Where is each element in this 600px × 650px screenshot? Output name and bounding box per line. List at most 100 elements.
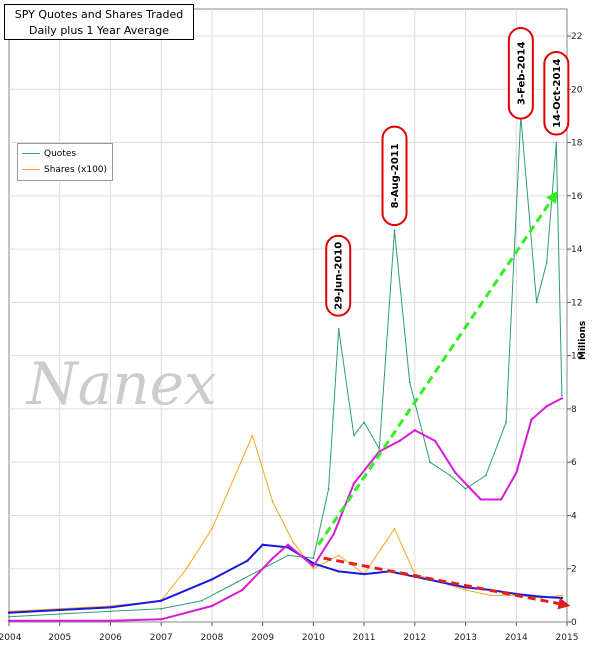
series-point [312, 557, 315, 559]
series-point [7, 611, 11, 614]
series-point [312, 567, 315, 570]
series-point [535, 301, 538, 304]
series-point [236, 581, 239, 583]
series-point [464, 589, 467, 591]
series-point [560, 397, 564, 400]
series-point [160, 618, 163, 621]
series-point [251, 434, 254, 437]
series-point [58, 608, 61, 612]
series-point [312, 564, 315, 568]
series-point [337, 570, 340, 573]
series-point [332, 532, 335, 536]
series-point [398, 439, 401, 443]
series-point [7, 619, 11, 622]
series-point [362, 572, 366, 576]
series-point [210, 578, 214, 581]
series-point [408, 381, 411, 384]
series-point [160, 599, 163, 602]
series-point [286, 546, 290, 549]
annotation-label: 3-Feb-2014 [516, 42, 527, 105]
series-point [545, 261, 548, 264]
chart-title-line2: Daily plus 1 Year Average [28, 24, 170, 37]
series-point [200, 599, 203, 602]
annotation-label: 14-Oct-2014 [552, 59, 563, 128]
chart-title-line1: SPY Quotes and Shares Traded [14, 8, 184, 21]
series-line [8, 115, 563, 618]
series-point [210, 604, 214, 608]
legend-label-quotes: Quotes [44, 149, 77, 159]
series-point [160, 607, 163, 610]
series-point [337, 554, 340, 557]
y-tick-label: 8 [571, 405, 577, 415]
legend-item-quotes: Quotes [22, 147, 76, 161]
arrow-layer [317, 190, 571, 610]
annotation-label: 29-Jun-2010 [334, 242, 345, 310]
y-tick-label: 20 [571, 85, 583, 95]
plot-area [8, 8, 568, 623]
annotation-bubble [325, 234, 352, 317]
series-point [484, 474, 487, 477]
series-point [327, 487, 330, 490]
y-axis-label: Millions [578, 320, 588, 360]
series-point [363, 421, 365, 424]
series-line [8, 435, 562, 612]
series-point [515, 471, 518, 474]
series-point [449, 474, 452, 477]
series-point [271, 556, 274, 560]
series-point [505, 421, 507, 424]
x-tick-label: 2012 [403, 633, 426, 643]
series-point [433, 439, 437, 443]
x-tick-label: 2014 [505, 633, 528, 643]
legend-swatch-quotes [22, 153, 40, 154]
series-point [109, 610, 112, 613]
x-tick-label: 2015 [556, 633, 579, 643]
y-tick-label: 16 [571, 192, 583, 202]
y-tick-label: 22 [571, 32, 582, 42]
axis-layer: 2004 2005 2006 2007 2008 2009 2010 2011 2012 2013… [0, 32, 583, 643]
x-tick-label: 2009 [251, 633, 274, 643]
x-tick-label: 2008 [200, 633, 223, 643]
series-point [540, 595, 543, 598]
series-point [530, 418, 533, 421]
series-point [211, 527, 213, 530]
series-point [464, 487, 467, 490]
series-point [561, 594, 563, 597]
y-tick-label: 6 [571, 458, 577, 468]
y-tick-label: 12 [571, 298, 582, 308]
series-point [271, 501, 274, 503]
x-tick-label: 2005 [48, 633, 71, 643]
x-tick-label: 2007 [150, 633, 173, 643]
x-tick-label: 2013 [454, 633, 477, 643]
series-point [292, 541, 294, 543]
annotation-layer: 29-Jun-2010 8-Aug-2011 3-Feb-2014 14-Oct-20… [325, 27, 570, 317]
y-tick-label: 0 [571, 618, 577, 628]
series-point [8, 615, 10, 618]
x-tick-label: 2011 [353, 633, 376, 643]
x-tick-label: 2010 [302, 633, 325, 643]
series-point [490, 594, 492, 597]
series-point [479, 498, 482, 501]
series-point [286, 543, 290, 546]
series-point [287, 554, 289, 557]
series-point [241, 588, 244, 592]
y-tick-label: 10 [571, 352, 583, 362]
series-point [429, 461, 431, 464]
chart-title: SPY Quotes and Shares Traded Daily plus … [4, 4, 194, 40]
annotation-label: 8-Aug-2011 [390, 143, 401, 208]
series-point [560, 596, 564, 600]
watermark: Nanex [27, 350, 217, 418]
series-point [246, 559, 249, 562]
series-point [58, 613, 61, 615]
series-point [393, 229, 396, 232]
grid [9, 9, 567, 622]
legend-label-shares: Shares (x100) [44, 165, 108, 175]
legend-swatch-shares [22, 169, 40, 170]
y-tick-label: 18 [571, 139, 583, 149]
y-tick-label: 2 [571, 565, 577, 575]
series-point [109, 619, 112, 622]
legend-item-shares: Shares (x100) [22, 163, 107, 177]
series-point [185, 567, 188, 570]
series-point [545, 405, 548, 408]
series-point [454, 471, 457, 474]
